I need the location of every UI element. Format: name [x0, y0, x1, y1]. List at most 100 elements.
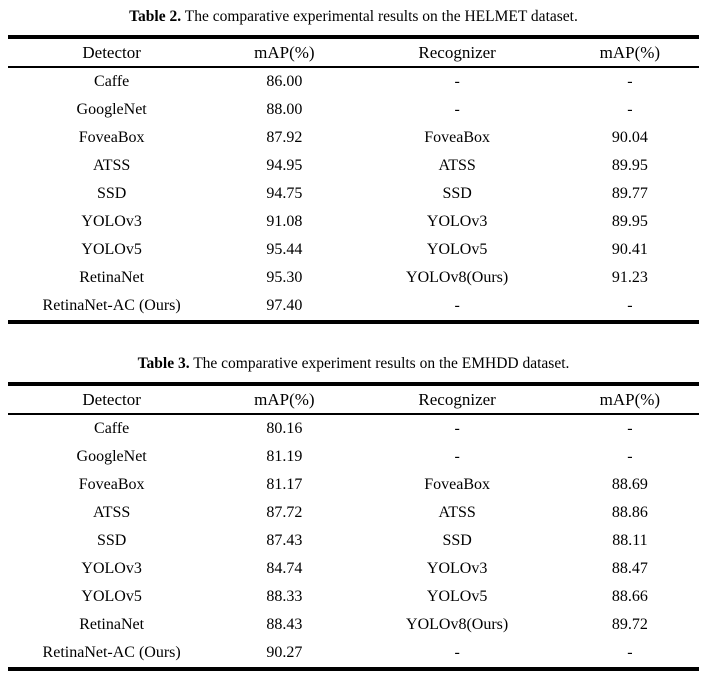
table-cell: SSD: [442, 185, 472, 202]
table-cell: 97.40: [266, 297, 303, 314]
table-cell: SSD: [96, 532, 127, 549]
table-cell: 89.95: [611, 213, 648, 230]
table-cell: FoveaBox: [424, 129, 491, 146]
table-cell: 88.66: [611, 588, 648, 605]
table-2-header-row: Detector mAP(%) Recognizer mAP(%): [8, 37, 699, 68]
table-row: GoogleNet 88.00 - -: [8, 96, 699, 124]
table-cell: -: [627, 420, 633, 437]
table-cell: -: [454, 101, 460, 118]
table-cell: FoveaBox: [424, 476, 491, 493]
table-cell: 80.16: [266, 420, 303, 437]
table-cell: 81.17: [266, 476, 303, 493]
table-row: YOLOv5 95.44 YOLOv5 90.41: [8, 236, 699, 264]
table-cell: -: [627, 101, 633, 118]
table-cell: 81.19: [266, 448, 303, 465]
table-row: ATSS 94.95 ATSS 89.95: [8, 152, 699, 180]
table-cell: 89.95: [611, 157, 648, 174]
table-cell: -: [627, 297, 633, 314]
table-cell: 84.74: [266, 560, 303, 577]
table-cell: -: [454, 420, 460, 437]
table-cell: 87.43: [266, 532, 303, 549]
column-header-detector: Detector: [8, 37, 216, 68]
table-cell: YOLOv3: [81, 213, 142, 230]
table-row: SSD 94.75 SSD 89.77: [8, 180, 699, 208]
table-cell: RetinaNet: [79, 269, 145, 286]
table-cell: -: [627, 73, 633, 90]
table-2-header: Detector mAP(%) Recognizer mAP(%): [8, 37, 699, 68]
table-3-caption-label: Table 3.: [137, 355, 190, 372]
table-cell: YOLOv3: [426, 213, 488, 230]
table-cell: 88.11: [612, 532, 648, 549]
table-2-helmet-results: Detector mAP(%) Recognizer mAP(%) Caffe 8…: [8, 35, 699, 324]
table-2-caption-text: The comparative experimental results on …: [184, 8, 578, 25]
table-cell: -: [454, 448, 460, 465]
column-header-recognizer: Recognizer: [353, 37, 561, 68]
table-2-caption: Table 2. The comparative experimental re…: [0, 0, 707, 27]
table-2-body: Caffe 86.00 - - GoogleNet 88.00 - - FoveaBox 87.9…: [8, 67, 699, 322]
table-cell: 88.43: [266, 616, 303, 633]
table-cell: 89.72: [611, 616, 648, 633]
table-row: FoveaBox 87.92 FoveaBox 90.04: [8, 124, 699, 152]
table-cell: 90.27: [266, 644, 303, 661]
table-row: RetinaNet 88.43 YOLOv8(Ours) 89.72: [8, 611, 699, 639]
table-cell: 94.95: [266, 157, 303, 174]
table-cell: 89.77: [611, 185, 648, 202]
table-cell: Caffe: [94, 73, 130, 90]
table-cell: -: [454, 73, 460, 90]
table-3-caption-text: The comparative experiment results on th…: [193, 355, 570, 372]
table-cell: 86.00: [266, 73, 303, 90]
table-cell: 91.08: [266, 213, 303, 230]
table-cell: 95.30: [266, 269, 303, 286]
table-3-caption: Table 3. The comparative experiment resu…: [0, 354, 707, 374]
table-cell: 87.72: [266, 504, 303, 521]
table-cell: YOLOv8(Ours): [406, 269, 509, 286]
table-row: Caffe 86.00 - -: [8, 67, 699, 96]
table-cell: 88.86: [611, 504, 648, 521]
table-cell: -: [627, 644, 633, 661]
table-cell: YOLOv5: [81, 588, 142, 605]
table-row: RetinaNet-AC (Ours) 90.27 - -: [8, 639, 699, 669]
table-cell: SSD: [96, 185, 127, 202]
table-cell: ATSS: [92, 157, 131, 174]
table-row: YOLOv5 88.33 YOLOv5 88.66: [8, 583, 699, 611]
table-cell: ATSS: [438, 504, 476, 521]
table-2-caption-label: Table 2.: [129, 8, 182, 25]
table-cell: 95.44: [266, 241, 303, 258]
table-cell: -: [627, 448, 633, 465]
table-cell: 90.04: [611, 129, 648, 146]
table-row: YOLOv3 91.08 YOLOv3 89.95: [8, 208, 699, 236]
table-cell: 88.69: [611, 476, 648, 493]
column-header-recognizer: Recognizer: [353, 384, 561, 415]
table-3-emhdd-results: Detector mAP(%) Recognizer mAP(%) Caffe 8…: [8, 382, 699, 671]
table-cell: GoogleNet: [76, 448, 147, 465]
table-row: GoogleNet 81.19 - -: [8, 443, 699, 471]
table-cell: YOLOv3: [81, 560, 142, 577]
table-cell: YOLOv5: [426, 588, 488, 605]
table-row: FoveaBox 81.17 FoveaBox 88.69: [8, 471, 699, 499]
column-header-map-recognizer: mAP(%): [560, 37, 699, 68]
column-header-map-recognizer: mAP(%): [560, 384, 699, 415]
table-cell: RetinaNet: [79, 616, 145, 633]
column-header-detector: Detector: [8, 384, 216, 415]
table-cell: YOLOv8(Ours): [406, 616, 509, 633]
table-row: ATSS 87.72 ATSS 88.86: [8, 499, 699, 527]
table-cell: ATSS: [438, 157, 476, 174]
table-cell: -: [454, 644, 460, 661]
column-header-map-detector: mAP(%): [215, 37, 354, 68]
table-cell: FoveaBox: [78, 476, 145, 493]
table-cell: GoogleNet: [76, 101, 147, 118]
table-cell: Caffe: [94, 420, 130, 437]
table-cell: 88.00: [266, 101, 303, 118]
table-row: SSD 87.43 SSD 88.11: [8, 527, 699, 555]
table-cell: YOLOv3: [426, 560, 488, 577]
table-cell: RetinaNet-AC (Ours): [42, 644, 181, 661]
table-3-body: Caffe 80.16 - - GoogleNet 81.19 - - FoveaBox 81.1…: [8, 414, 699, 669]
table-cell: 88.33: [266, 588, 303, 605]
table-row: RetinaNet-AC (Ours) 97.40 - -: [8, 292, 699, 322]
table-3-header-row: Detector mAP(%) Recognizer mAP(%): [8, 384, 699, 415]
table-cell: 90.41: [611, 241, 648, 258]
column-header-map-detector: mAP(%): [215, 384, 354, 415]
table-row: RetinaNet 95.30 YOLOv8(Ours) 91.23: [8, 264, 699, 292]
table-cell: -: [454, 297, 460, 314]
